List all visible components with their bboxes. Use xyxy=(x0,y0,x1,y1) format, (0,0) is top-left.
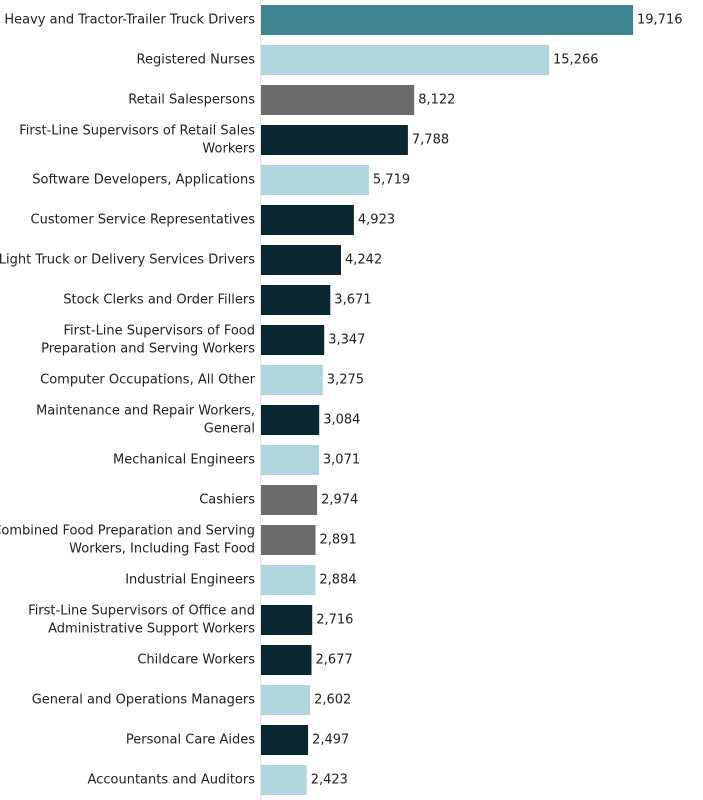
category-label-line: Mechanical Engineers xyxy=(113,453,255,468)
category-label-line: Computer Occupations, All Other xyxy=(40,373,255,388)
category-label-line: First-Line Supervisors of Retail Sales xyxy=(19,124,255,139)
category-labels-group: Heavy and Tractor-Trailer Truck Drivers R… xyxy=(0,13,256,788)
value-label: 19,716 xyxy=(637,13,683,28)
category-label-line: Accountants and Auditors xyxy=(88,773,256,788)
category-label-line: Retail Salespersons xyxy=(128,93,255,108)
category-label-line: General xyxy=(204,422,255,437)
category-label: Mechanical Engineers xyxy=(113,453,255,468)
category-label: First-Line Supervisors of Food Preparatio… xyxy=(41,324,255,357)
category-label: Heavy and Tractor-Trailer Truck Drivers xyxy=(4,13,255,28)
category-label: Childcare Workers xyxy=(137,653,255,668)
category-label-line: Industrial Engineers xyxy=(125,573,255,588)
value-label: 5,719 xyxy=(373,173,410,188)
category-label-line: Customer Service Representatives xyxy=(31,213,256,228)
value-label: 3,084 xyxy=(323,413,360,428)
category-label-line: Workers, Including Fast Food xyxy=(69,542,255,557)
bar xyxy=(261,165,369,195)
category-label: Software Developers, Applications xyxy=(32,173,255,188)
value-label: 8,122 xyxy=(418,93,455,108)
category-label: Registered Nurses xyxy=(137,53,256,68)
category-label-line: Maintenance and Repair Workers, xyxy=(36,404,255,419)
category-label: Stock Clerks and Order Fillers xyxy=(63,293,255,308)
category-label-line: First-Line Supervisors of Office and xyxy=(28,604,255,619)
bar xyxy=(261,445,319,475)
category-label: Personal Care Aides xyxy=(126,733,255,748)
bar xyxy=(261,565,316,595)
category-label-line: Registered Nurses xyxy=(137,53,256,68)
bar xyxy=(261,645,312,675)
bar xyxy=(261,45,549,75)
category-label: Computer Occupations, All Other xyxy=(40,373,255,388)
category-label-line: Administrative Support Workers xyxy=(48,622,255,637)
category-label: Light Truck or Delivery Services Drivers xyxy=(0,253,255,268)
category-label: Accountants and Auditors xyxy=(88,773,256,788)
category-label-line: Childcare Workers xyxy=(137,653,255,668)
bar xyxy=(261,525,316,555)
bar xyxy=(261,725,309,755)
value-label: 2,974 xyxy=(321,493,358,508)
bar xyxy=(261,245,341,275)
value-label: 2,423 xyxy=(311,773,348,788)
category-label: Industrial Engineers xyxy=(125,573,255,588)
category-label-line: Preparation and Serving Workers xyxy=(41,342,255,357)
value-label: 2,497 xyxy=(312,733,349,748)
value-label: 15,266 xyxy=(553,53,599,68)
bar xyxy=(261,485,318,515)
value-label: 4,923 xyxy=(358,213,395,228)
category-label: Cashiers xyxy=(199,493,255,508)
category-label-line: Workers xyxy=(202,142,255,157)
category-label-line: Personal Care Aides xyxy=(126,733,255,748)
value-label: 2,677 xyxy=(316,653,353,668)
category-label-line: General and Operations Managers xyxy=(32,693,256,708)
category-label: Customer Service Representatives xyxy=(31,213,256,228)
bar xyxy=(261,85,415,115)
category-label-line: Heavy and Tractor-Trailer Truck Drivers xyxy=(4,13,255,28)
bar xyxy=(261,205,354,235)
bars-group xyxy=(261,5,633,795)
category-label-line: Stock Clerks and Order Fillers xyxy=(63,293,255,308)
category-label-line: Software Developers, Applications xyxy=(32,173,255,188)
value-label: 2,716 xyxy=(316,613,353,628)
category-label: General and Operations Managers xyxy=(32,693,256,708)
value-label: 3,347 xyxy=(328,333,365,348)
value-label: 3,071 xyxy=(323,453,360,468)
category-label-line: Cashiers xyxy=(199,493,255,508)
value-label: 2,602 xyxy=(314,693,351,708)
category-label: First-Line Supervisors of Office and Admi… xyxy=(28,604,255,637)
bar xyxy=(261,125,408,155)
value-label: 7,788 xyxy=(412,133,449,148)
category-label: Retail Salespersons xyxy=(128,93,255,108)
bar xyxy=(261,5,633,35)
category-label-line: Combined Food Preparation and Serving xyxy=(0,524,255,539)
value-label: 4,242 xyxy=(345,253,382,268)
value-label: 2,884 xyxy=(319,573,356,588)
category-label: First-Line Supervisors of Retail Sales Wo… xyxy=(19,124,255,157)
value-label: 3,671 xyxy=(334,293,371,308)
value-label: 3,275 xyxy=(327,373,364,388)
bar xyxy=(261,605,313,635)
bar xyxy=(261,765,307,795)
bar xyxy=(261,285,331,315)
bar xyxy=(261,365,323,395)
value-label: 2,891 xyxy=(320,533,357,548)
category-label: Combined Food Preparation and Serving Wor… xyxy=(0,524,255,557)
bar xyxy=(261,685,311,715)
category-label-line: Light Truck or Delivery Services Drivers xyxy=(0,253,255,268)
bar xyxy=(261,325,325,355)
category-label-line: First-Line Supervisors of Food xyxy=(64,324,255,339)
value-labels-group: 19,716 15,266 8,122 7,788 5,719 4,923 4,242 3,6… xyxy=(311,13,683,788)
category-label: Maintenance and Repair Workers, General xyxy=(36,404,255,437)
bar xyxy=(261,405,320,435)
